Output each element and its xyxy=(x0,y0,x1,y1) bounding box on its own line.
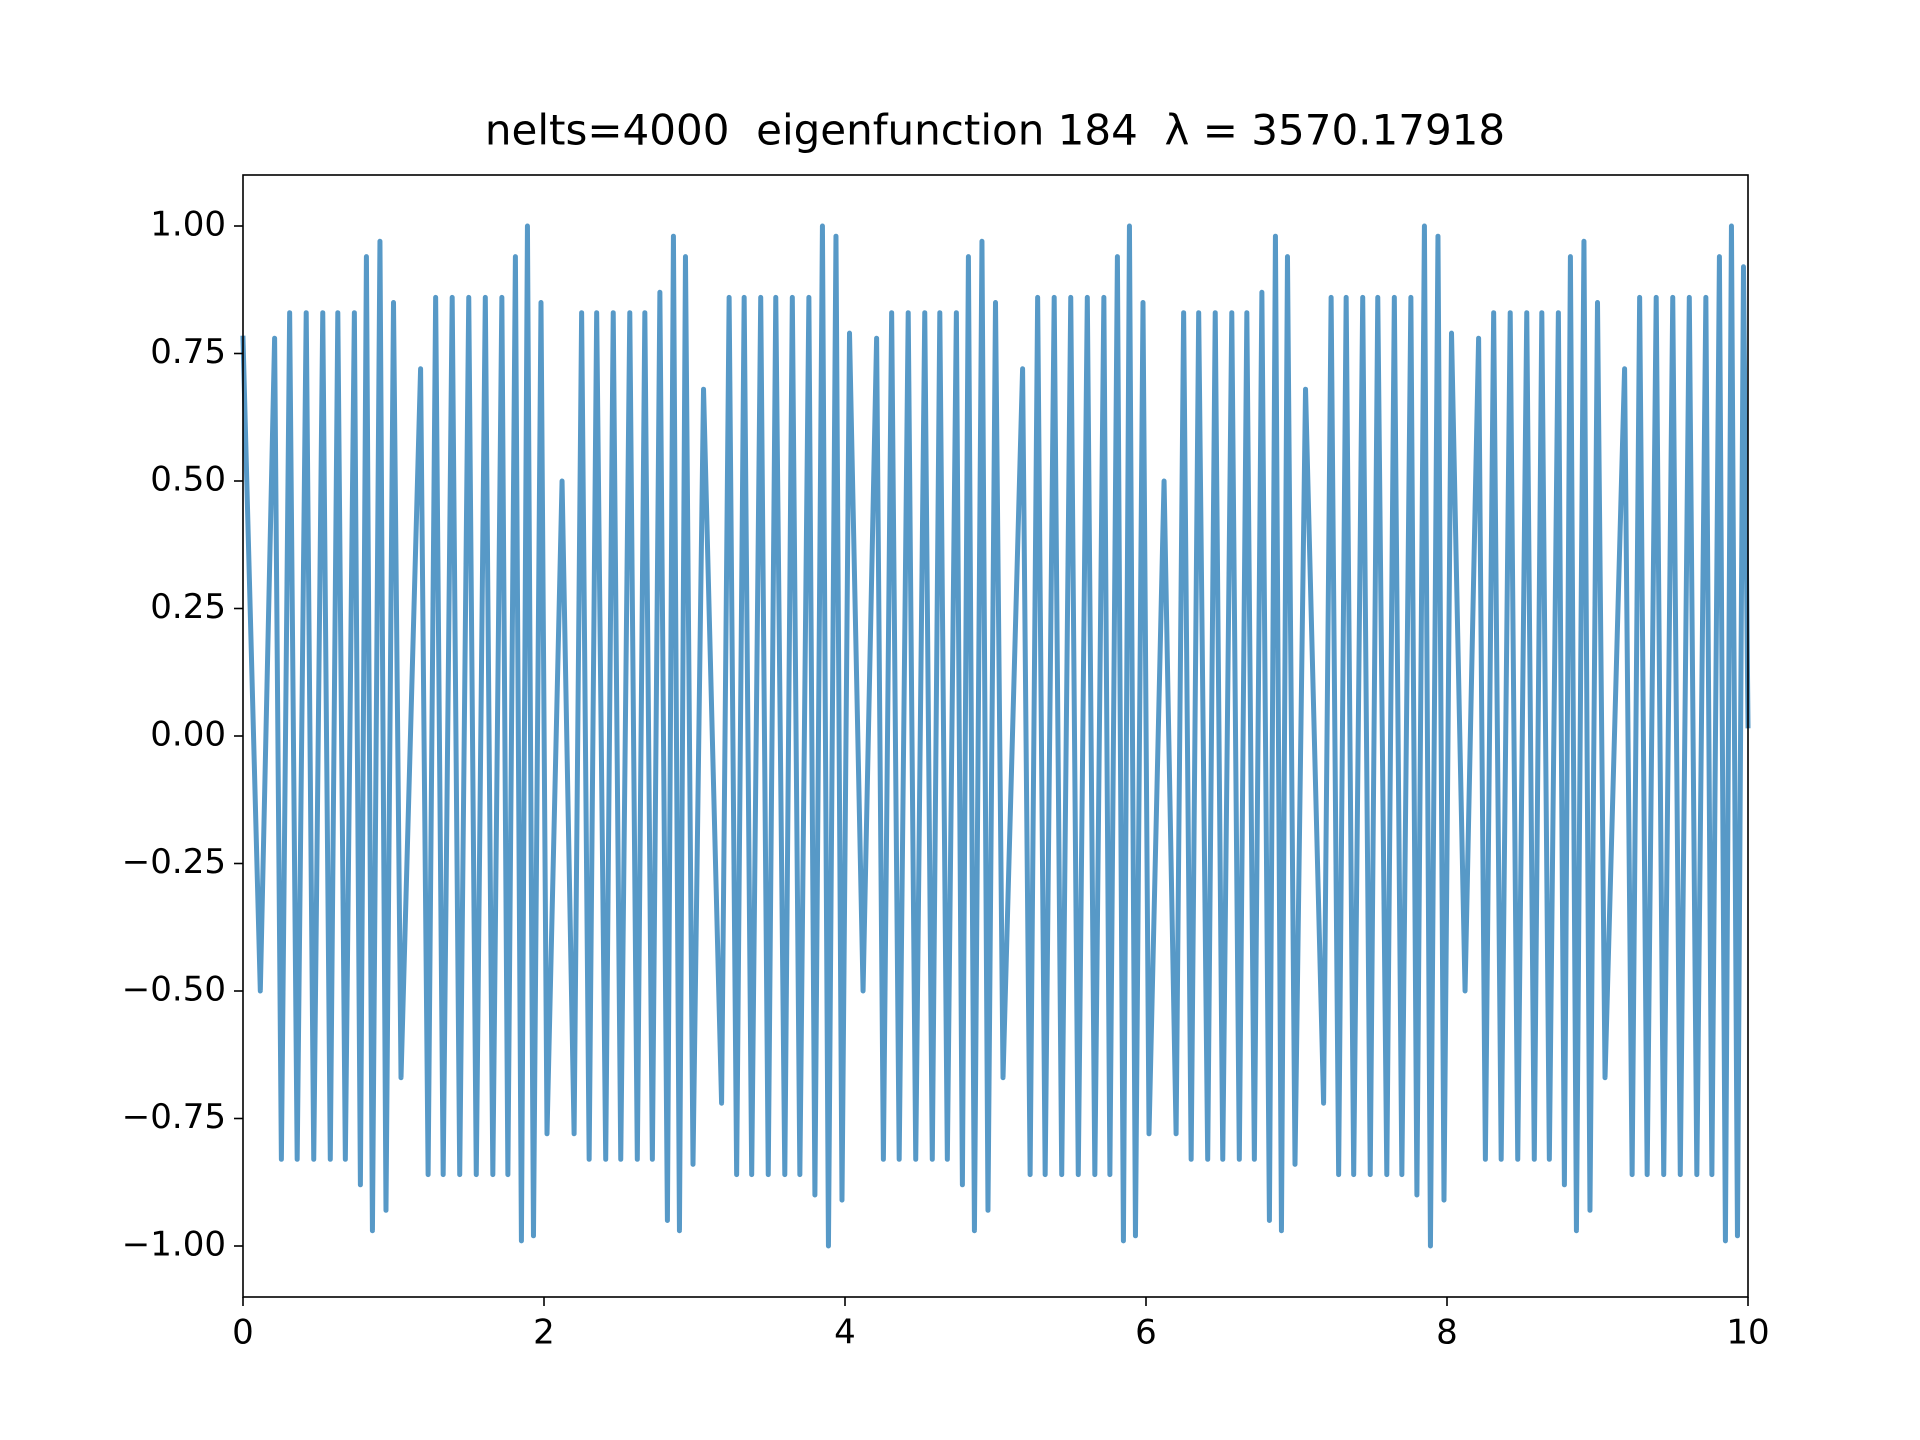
x-tick-label: 10 xyxy=(1726,1313,1769,1353)
x-tick-label: 4 xyxy=(834,1313,856,1353)
y-tick-label: 0.75 xyxy=(150,332,226,372)
x-tick-label: 8 xyxy=(1436,1313,1458,1353)
x-tick-label: 2 xyxy=(533,1313,555,1353)
plot-frame xyxy=(242,174,1749,1298)
y-tick-label: 0.00 xyxy=(150,715,226,755)
x-tick-label: 0 xyxy=(232,1313,254,1353)
y-tick-label: −0.75 xyxy=(122,1097,226,1137)
y-tick-label: 0.25 xyxy=(150,587,226,627)
y-tick-label: −0.25 xyxy=(122,842,226,882)
y-tick-label: 1.00 xyxy=(150,205,226,245)
y-tick-label: −0.50 xyxy=(122,970,226,1010)
data-line xyxy=(240,223,1751,1249)
x-tick-label: 6 xyxy=(1135,1313,1157,1353)
y-tick-label: −1.00 xyxy=(122,1225,226,1265)
y-tick-label: 0.50 xyxy=(150,460,226,500)
chart-title: nelts=4000 eigenfunction 184 λ = 3570.17… xyxy=(485,106,1505,155)
